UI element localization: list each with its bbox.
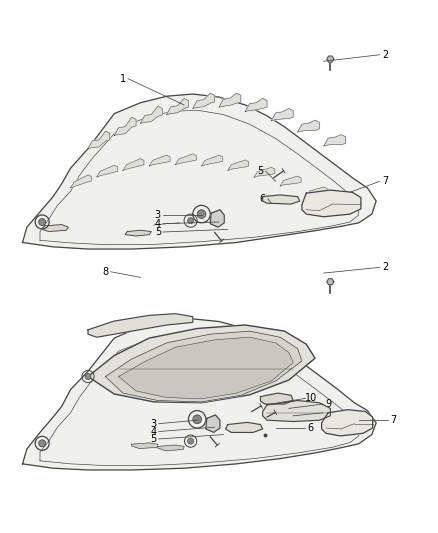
Polygon shape [125,230,151,236]
Polygon shape [149,155,170,166]
Text: 4: 4 [155,219,161,229]
Polygon shape [321,410,373,436]
Polygon shape [324,135,346,146]
Text: 5: 5 [325,408,331,418]
Circle shape [193,415,201,424]
Text: 4: 4 [150,426,156,437]
Text: 1: 1 [120,74,126,84]
Polygon shape [123,159,144,171]
Text: 6: 6 [307,423,314,433]
Text: 3: 3 [150,419,156,429]
Polygon shape [206,415,220,432]
Circle shape [39,219,46,225]
Polygon shape [302,190,361,217]
Polygon shape [132,443,158,449]
Text: 2: 2 [382,262,388,272]
Polygon shape [210,210,224,227]
Text: 7: 7 [382,176,388,187]
Polygon shape [245,99,267,111]
Text: 5: 5 [150,434,157,444]
Polygon shape [228,160,249,171]
Polygon shape [141,106,162,123]
Text: 2: 2 [382,50,388,60]
Circle shape [197,210,206,219]
Polygon shape [272,108,293,120]
Polygon shape [201,155,223,166]
Text: 5: 5 [155,227,161,237]
Text: 5: 5 [258,166,264,176]
Polygon shape [119,337,293,399]
Polygon shape [332,199,353,207]
Circle shape [187,438,194,444]
Polygon shape [22,319,376,470]
Polygon shape [297,120,319,132]
Polygon shape [88,131,110,149]
Polygon shape [226,422,263,432]
Polygon shape [327,56,334,62]
Circle shape [39,440,46,447]
Polygon shape [106,331,302,402]
Circle shape [187,217,194,224]
Polygon shape [193,93,215,108]
Polygon shape [263,195,300,204]
Text: 9: 9 [325,399,331,409]
Polygon shape [263,400,330,422]
Polygon shape [166,99,188,115]
Polygon shape [88,313,193,337]
Polygon shape [22,94,376,249]
Polygon shape [158,445,184,451]
Polygon shape [175,154,196,165]
Circle shape [85,374,91,379]
Polygon shape [280,176,301,186]
Text: 6: 6 [260,194,266,204]
Polygon shape [42,224,68,231]
Polygon shape [71,175,92,188]
Polygon shape [114,117,136,135]
Text: 10: 10 [304,393,317,403]
Polygon shape [219,93,241,107]
Polygon shape [254,167,275,177]
Polygon shape [261,393,293,404]
Text: 8: 8 [102,266,109,277]
Polygon shape [97,165,118,177]
Polygon shape [327,279,334,285]
Text: 3: 3 [155,210,161,220]
Polygon shape [306,187,327,197]
Polygon shape [88,325,315,403]
Text: 7: 7 [391,415,397,425]
